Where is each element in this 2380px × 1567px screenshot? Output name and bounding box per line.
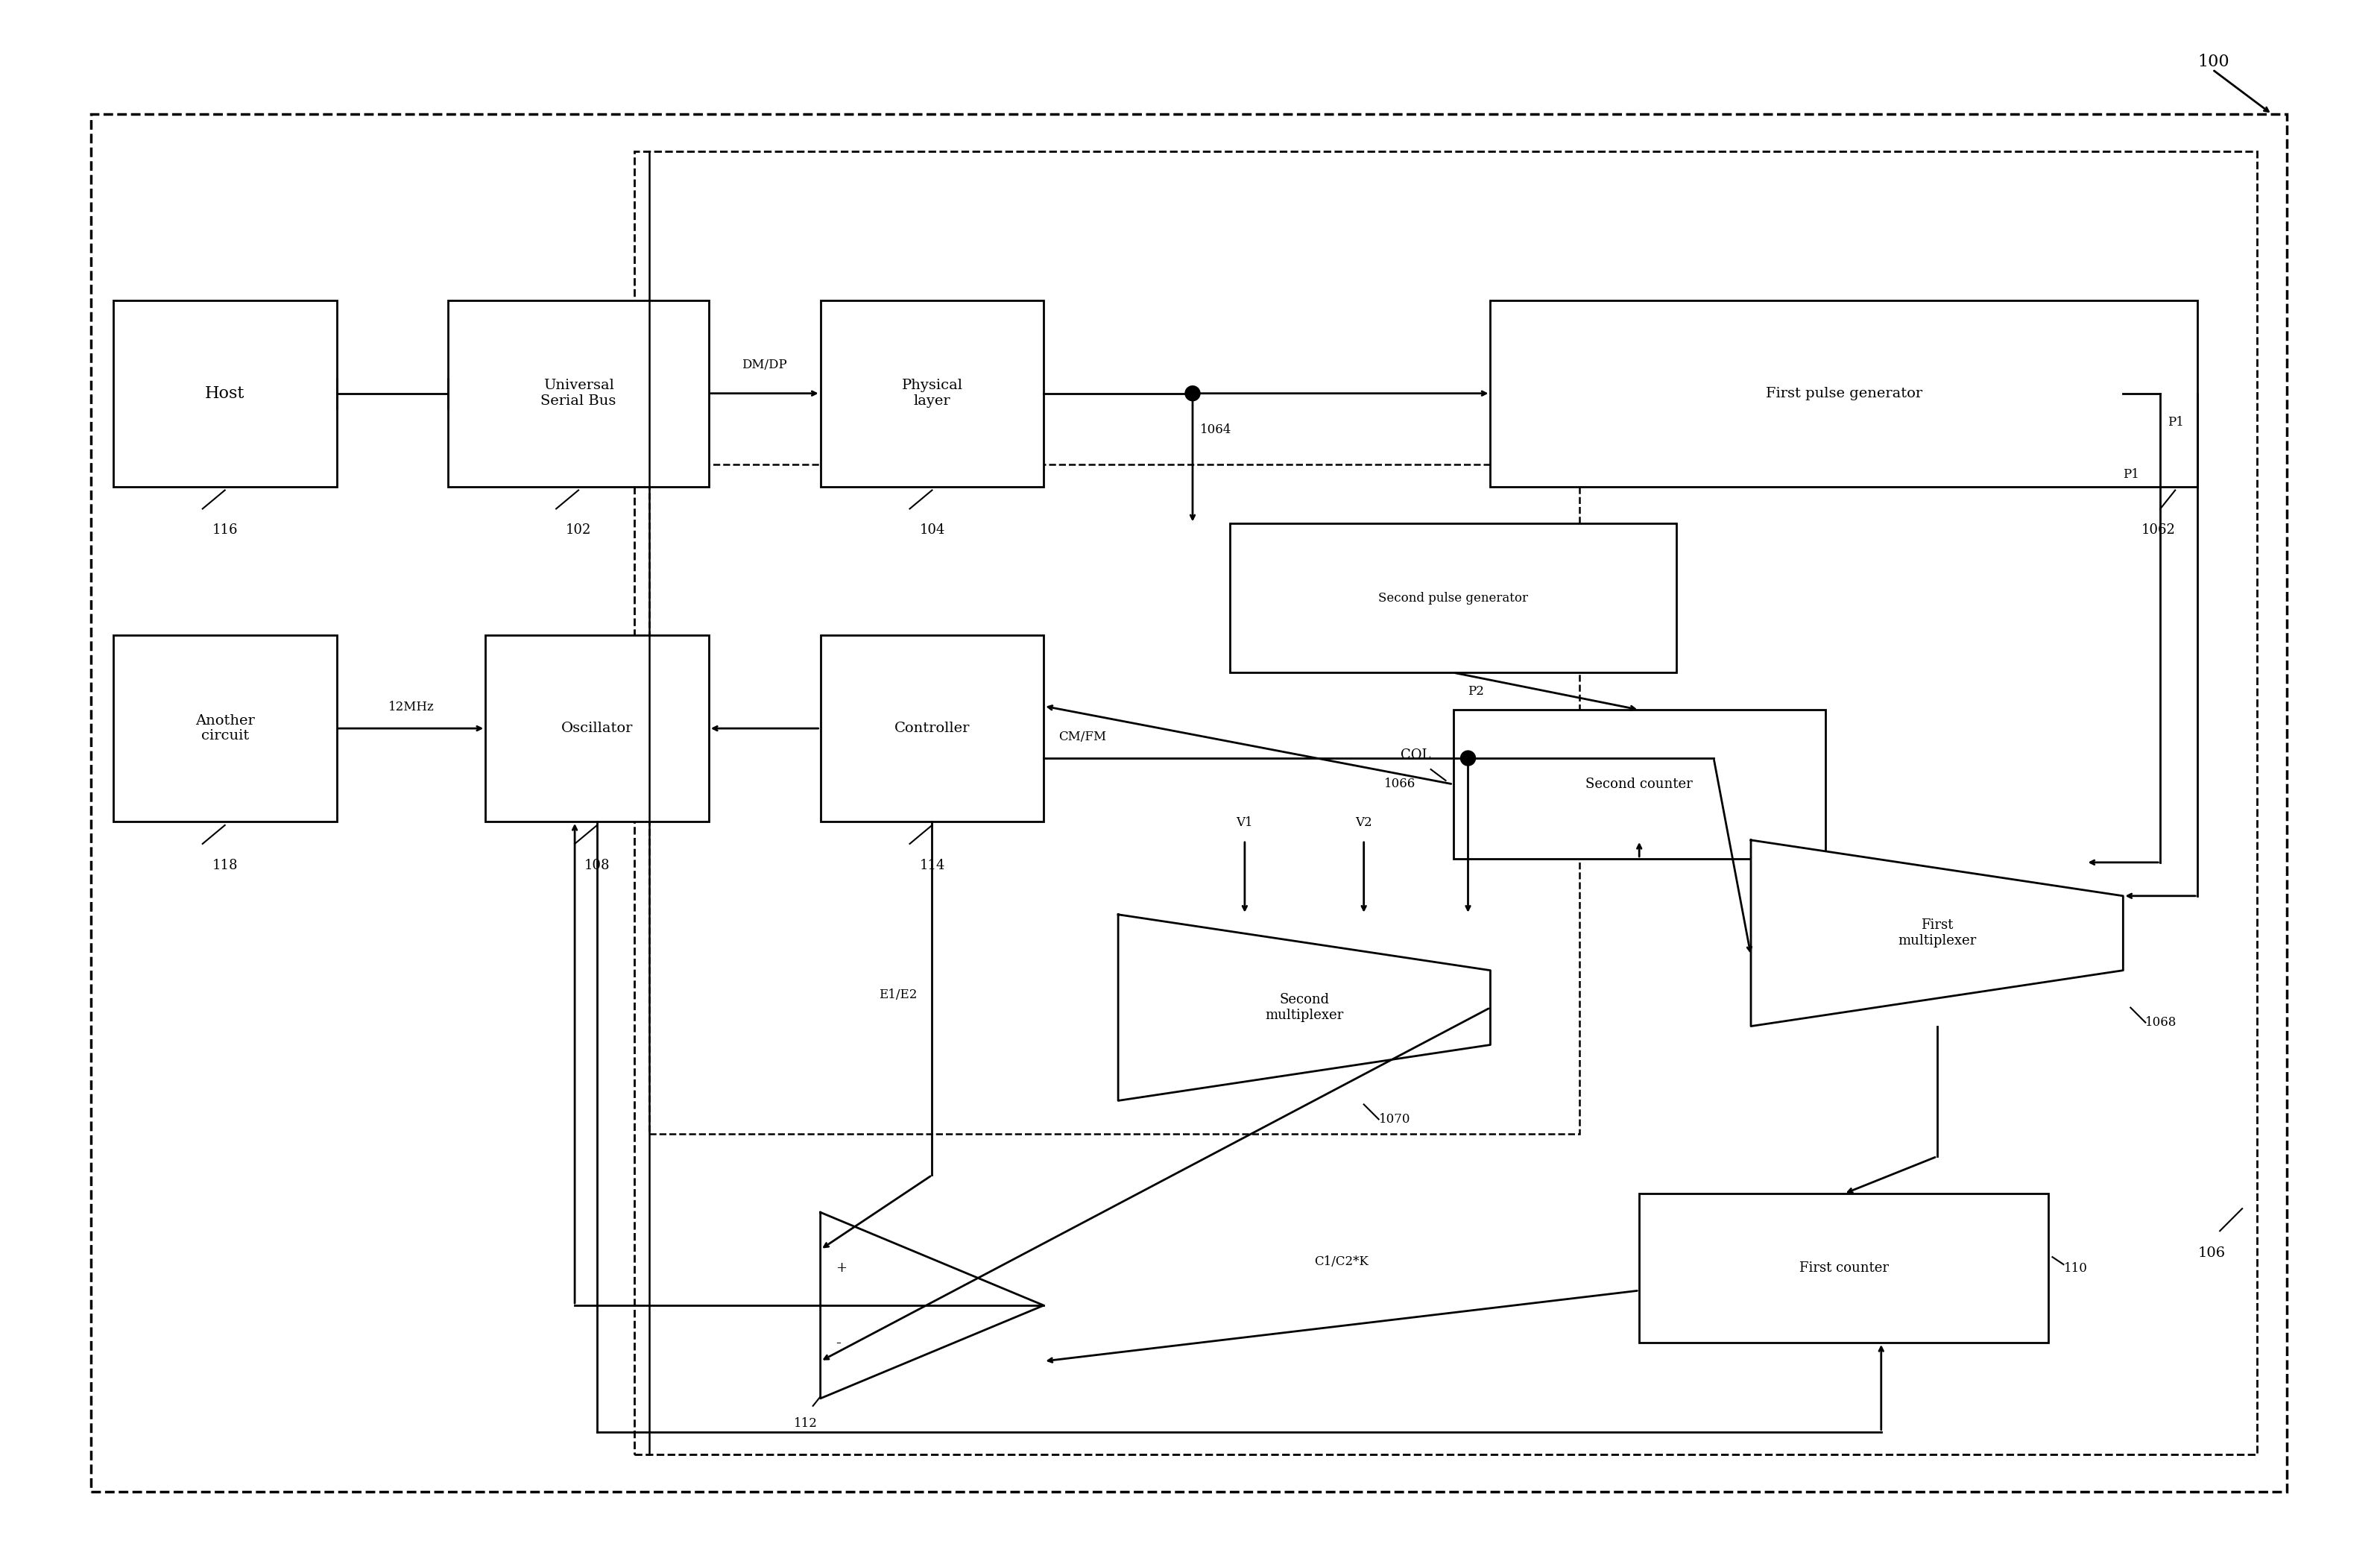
Text: Oscillator: Oscillator [562,722,633,735]
Text: 1064: 1064 [1200,423,1230,436]
Text: P2: P2 [1468,685,1485,697]
FancyBboxPatch shape [447,301,709,486]
Text: 1062: 1062 [2142,523,2175,537]
Text: First
multiplexer: First multiplexer [1897,918,1975,948]
FancyBboxPatch shape [821,635,1045,821]
Text: Second counter: Second counter [1585,777,1692,791]
Text: E1/E2: E1/E2 [878,989,916,1001]
Text: 108: 108 [583,859,609,873]
Text: 114: 114 [919,859,945,873]
Text: V1: V1 [1235,816,1254,829]
Text: 100: 100 [2197,53,2230,71]
Text: P1: P1 [2168,415,2185,428]
Text: Controller: Controller [895,722,969,735]
FancyBboxPatch shape [821,301,1045,486]
Polygon shape [1119,915,1490,1100]
FancyBboxPatch shape [1230,523,1676,672]
Text: 1068: 1068 [2144,1015,2178,1030]
FancyBboxPatch shape [114,635,336,821]
Text: 118: 118 [212,859,238,873]
Text: Second pulse generator: Second pulse generator [1378,592,1528,605]
FancyBboxPatch shape [486,635,709,821]
Text: Another
circuit: Another circuit [195,715,255,743]
Text: V2: V2 [1354,816,1373,829]
FancyBboxPatch shape [1454,710,1825,859]
Text: 112: 112 [793,1417,816,1429]
Text: 106: 106 [2197,1247,2225,1260]
Text: 104: 104 [919,523,945,537]
Text: First counter: First counter [1799,1261,1890,1276]
Text: DM/DP: DM/DP [743,359,788,371]
Text: 1070: 1070 [1378,1113,1411,1125]
Text: C1/C2*K: C1/C2*K [1314,1255,1368,1268]
FancyBboxPatch shape [114,301,336,486]
Text: 102: 102 [566,523,590,537]
Text: First pulse generator: First pulse generator [1766,387,1923,400]
Text: 1066: 1066 [1385,777,1416,791]
Circle shape [1185,385,1200,401]
FancyBboxPatch shape [1640,1194,2049,1343]
Text: P1: P1 [2123,469,2140,481]
Text: 12MHz: 12MHz [388,700,433,713]
Text: COL: COL [1402,749,1430,762]
Polygon shape [821,1213,1045,1398]
Text: 110: 110 [2063,1261,2087,1274]
Circle shape [1461,751,1476,766]
Text: 116: 116 [212,523,238,537]
Text: CM/FM: CM/FM [1059,730,1107,743]
Text: +: + [835,1261,847,1276]
Text: Universal
Serial Bus: Universal Serial Bus [540,379,616,407]
Text: Physical
layer: Physical layer [902,379,962,407]
Text: -: - [835,1335,840,1349]
Text: Host: Host [205,385,245,401]
FancyBboxPatch shape [1490,301,2197,486]
Text: Second
multiplexer: Second multiplexer [1266,993,1342,1022]
Polygon shape [1752,840,2123,1026]
